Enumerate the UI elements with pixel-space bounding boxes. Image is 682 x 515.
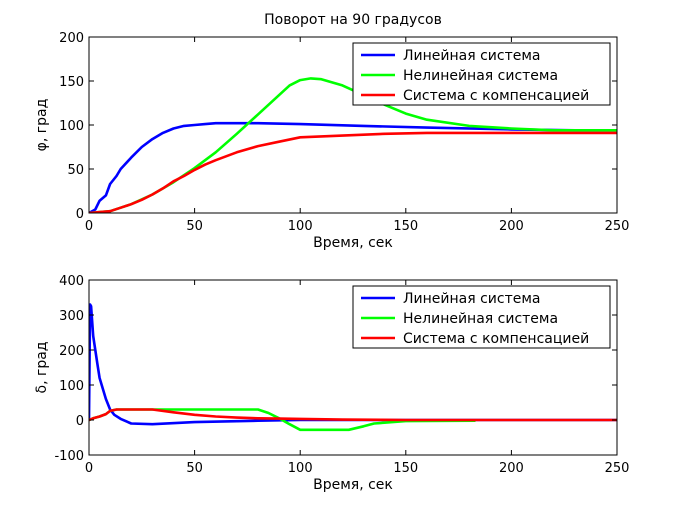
y-tick-label: 200 [59, 31, 84, 46]
legend: Линейная система Нелинейная система Систем… [352, 42, 611, 106]
legend-label-1: Линейная система [403, 48, 541, 64]
y-tick-label: 100 [59, 379, 84, 394]
axes-frame [88, 279, 618, 456]
legend-label-1: Линейная система [403, 291, 541, 307]
series-group [89, 303, 617, 432]
legend-label-3: Система с компенсацией [403, 331, 589, 347]
y-tick-label: 150 [59, 75, 84, 90]
y-tick-label: 50 [67, 163, 84, 178]
x-tick-label: 200 [499, 219, 524, 234]
y-axis-label: δ, град [34, 342, 50, 394]
x-tick-label: 0 [85, 461, 93, 476]
x-tick-label: 250 [605, 461, 630, 476]
y-tick-label: 400 [59, 274, 84, 289]
x-tick-label: 100 [288, 461, 313, 476]
y-tick-label: 0 [76, 414, 84, 429]
x-tick-label: 200 [499, 461, 524, 476]
legend: Линейная система Нелинейная система Систем… [352, 285, 611, 349]
x-tick-label: 50 [186, 219, 203, 234]
legend-label-3: Система с компенсацией [403, 88, 589, 104]
legend-label-2: Нелинейная система [403, 311, 558, 327]
legend-box [352, 285, 611, 349]
y-tick-label: 100 [59, 119, 84, 134]
x-axis-label: Время, сек [313, 477, 393, 493]
chart-title: Поворот на 90 градусов [264, 12, 442, 28]
legend-box [352, 42, 611, 106]
x-tick-label: 50 [186, 461, 203, 476]
series-line-1 [89, 303, 617, 426]
x-tick-label: 150 [393, 461, 418, 476]
y-tick-label: 0 [76, 207, 84, 222]
x-axis-label: Время, сек [313, 235, 393, 251]
x-tick-label: 250 [605, 219, 630, 234]
legend-label-2: Нелинейная система [403, 68, 558, 84]
series-line-1 [89, 121, 617, 213]
y-axis-label: φ, град [34, 99, 50, 152]
chart-1: 0 50 100 150 200 250 0 50 100 150 200 Время, сек φ, … [34, 12, 629, 251]
y-tick-label: 200 [59, 344, 84, 359]
y-tick-label: 300 [59, 309, 84, 324]
series-line-3 [89, 131, 617, 213]
y-tick-label: -100 [54, 449, 84, 464]
x-tick-label: 0 [85, 219, 93, 234]
x-tick-label: 150 [393, 219, 418, 234]
series-group [89, 77, 617, 213]
series-line-3 [89, 408, 617, 422]
x-tick-label: 100 [288, 219, 313, 234]
